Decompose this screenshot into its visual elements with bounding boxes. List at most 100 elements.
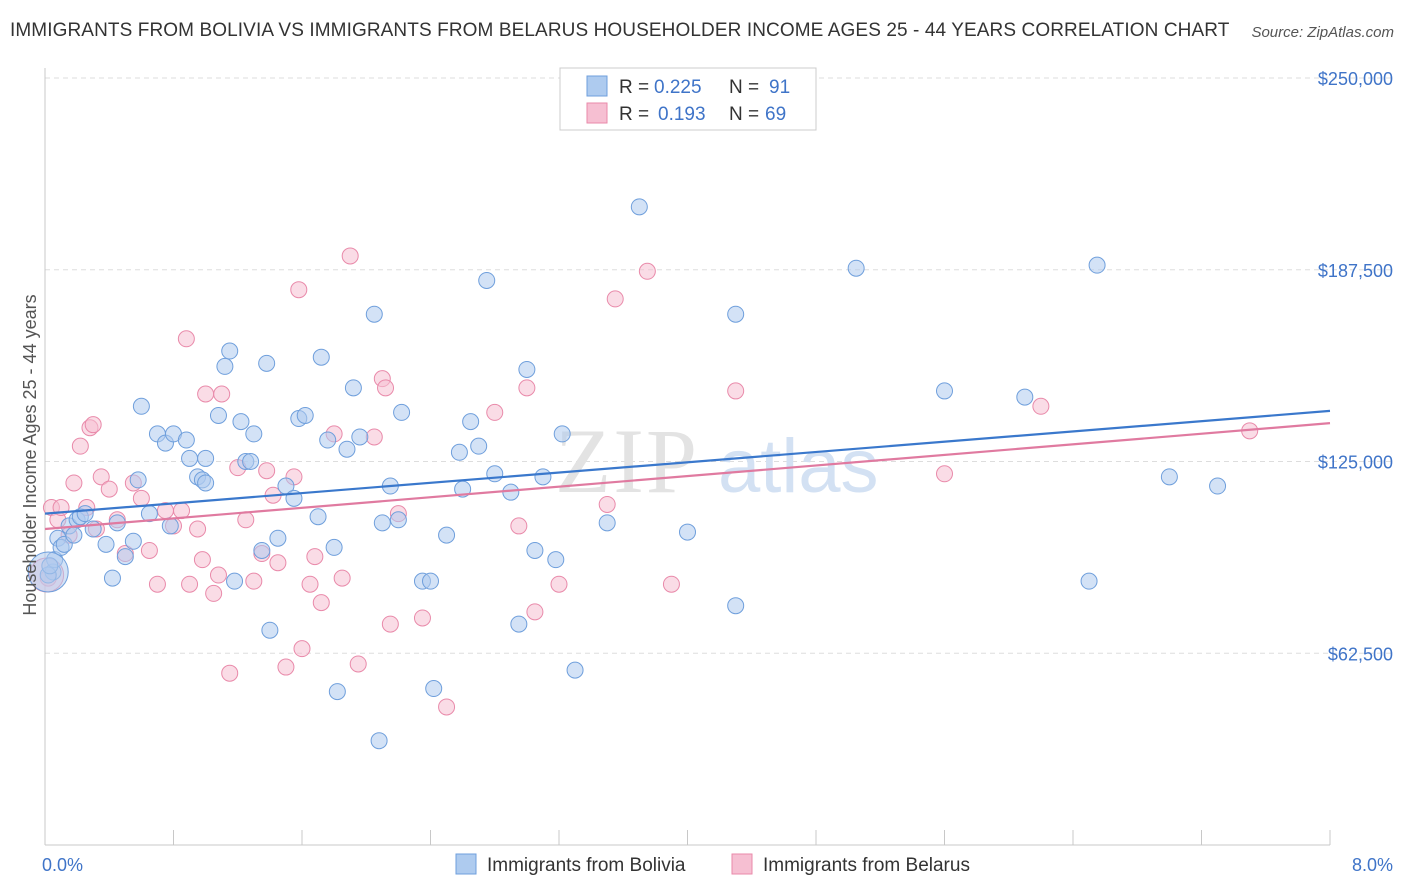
bolivia-point — [245, 425, 263, 443]
bolivia-point — [534, 468, 552, 486]
source-label: Source: ZipAtlas.com — [1251, 24, 1394, 41]
bolivia-point — [261, 621, 279, 639]
y-tick-label: $187,500 — [1318, 261, 1393, 281]
bolivia-point — [727, 597, 745, 615]
legend-n-value-belarus: 69 — [765, 104, 786, 125]
belarus-point — [258, 462, 276, 480]
belarus-point — [486, 403, 504, 421]
bolivia-point — [181, 449, 199, 467]
belarus-point — [1032, 397, 1050, 415]
bolivia-point — [209, 406, 227, 424]
series-belarus-points — [29, 247, 1259, 716]
belarus-point — [606, 290, 624, 308]
bolivia-point — [422, 572, 439, 590]
belarus-point — [349, 655, 367, 673]
bolivia-point — [526, 541, 544, 559]
belarus-point — [526, 603, 544, 621]
bolivia-point — [344, 379, 362, 397]
belarus-point — [245, 572, 263, 590]
bolivia-point — [566, 661, 584, 679]
belarus-point — [189, 520, 207, 538]
bottom-legend-label-belarus: Immigrants from Belarus — [763, 855, 970, 876]
bolivia-point — [1160, 468, 1178, 486]
bolivia-point — [312, 348, 330, 366]
bolivia-point — [727, 305, 745, 323]
belarus-point — [333, 569, 351, 587]
bolivia-point — [129, 471, 147, 489]
belarus-point — [140, 541, 158, 559]
bottom-legend: Immigrants from Bolivia Immigrants from … — [455, 853, 970, 876]
legend-n-label-belarus: N = — [729, 104, 759, 125]
belarus-point — [301, 575, 319, 593]
legend-n-label-bolivia: N = — [729, 77, 759, 98]
legend-r-value-belarus: 0.193 — [658, 104, 706, 125]
belarus-point — [377, 379, 395, 397]
belarus-point — [341, 247, 359, 265]
axes — [44, 68, 1331, 846]
bolivia-point — [370, 732, 388, 750]
x-tick-label: 8.0% — [1352, 855, 1393, 875]
y-tick-labels: $62,500 $125,000 $187,500 $250,000 — [1318, 69, 1393, 664]
bolivia-point — [425, 680, 443, 698]
bolivia-point — [103, 569, 121, 587]
legend-swatch-belarus — [586, 102, 608, 124]
bolivia-point — [510, 615, 528, 633]
legend-swatch-bolivia — [586, 75, 608, 97]
belarus-point — [177, 330, 195, 348]
bottom-legend-label-bolivia: Immigrants from Bolivia — [487, 855, 686, 876]
belarus-point — [209, 566, 227, 584]
bolivia-point — [328, 683, 346, 701]
bolivia-point — [478, 271, 496, 289]
bolivia-point — [132, 397, 150, 415]
belarus-point — [638, 262, 656, 280]
bolivia-point — [630, 198, 648, 216]
bolivia-point — [242, 453, 260, 470]
belarus-point — [438, 698, 456, 716]
y-tick-label: $250,000 — [1318, 69, 1393, 89]
bolivia-point — [197, 474, 215, 492]
bolivia-point — [216, 357, 234, 375]
belarus-point — [518, 379, 536, 397]
bolivia-point — [553, 425, 571, 443]
bolivia-point — [27, 551, 69, 593]
y-axis-label: Householder Income Ages 25 - 44 years — [20, 294, 40, 615]
bolivia-point — [296, 406, 314, 424]
bottom-legend-swatch-belarus — [731, 853, 753, 875]
bolivia-point — [450, 443, 468, 461]
trend-lines — [44, 409, 1331, 531]
belarus-point — [598, 495, 616, 513]
bolivia-point — [373, 514, 391, 532]
bolivia-point — [221, 342, 239, 360]
bolivia-point — [438, 526, 456, 544]
bolivia-point — [518, 360, 536, 378]
trend-line-bolivia — [44, 409, 1331, 515]
bolivia-point — [226, 572, 244, 590]
legend-r-value-bolivia: 0.225 — [654, 77, 702, 98]
belarus-point — [65, 474, 83, 492]
belarus-point — [290, 281, 308, 299]
belarus-point — [413, 609, 431, 627]
bolivia-point — [1080, 572, 1098, 590]
belarus-point — [84, 416, 102, 434]
belarus-point — [365, 428, 383, 446]
belarus-point — [221, 664, 239, 682]
bolivia-point — [76, 505, 94, 523]
bolivia-point — [1016, 388, 1034, 406]
bottom-legend-swatch-bolivia — [455, 853, 477, 875]
bolivia-point — [97, 535, 115, 553]
bolivia-point — [253, 541, 271, 559]
bolivia-point — [679, 523, 696, 541]
legend-n-value-bolivia: 91 — [769, 77, 790, 98]
belarus-point — [197, 385, 215, 403]
bolivia-point — [232, 413, 250, 431]
belarus-point — [100, 480, 118, 498]
belarus-point — [213, 385, 231, 403]
bolivia-point — [598, 514, 616, 532]
belarus-point — [312, 594, 330, 612]
bolivia-point — [1209, 477, 1227, 495]
legend: R = 0.225 N = 91 R = 0.193 N = 69 — [559, 67, 817, 131]
belarus-point — [277, 658, 295, 676]
trend-line-belarus — [44, 422, 1331, 531]
belarus-point — [193, 551, 211, 569]
